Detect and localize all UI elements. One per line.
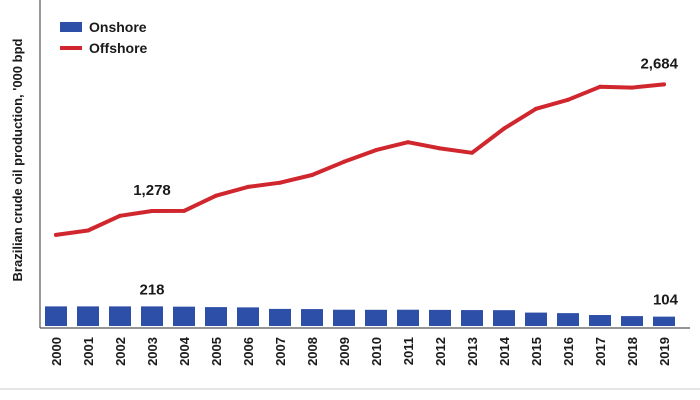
x-tick-labels: 2000 2001 2002 2003 2004 2005 2006 2007 2008 2009… <box>49 336 672 366</box>
data-label-onshore-2019: 104 <box>653 292 679 309</box>
x-tick-2019: 2019 <box>657 337 672 366</box>
legend: Onshore Offshore <box>60 19 148 56</box>
onshore-bar-2006 <box>237 307 259 326</box>
onshore-bar-2016 <box>557 313 579 326</box>
x-tick-2006: 2006 <box>241 337 256 366</box>
offshore-point-2014 <box>502 126 506 131</box>
onshore-bar-2010 <box>365 309 387 326</box>
legend-swatch-onshore <box>60 22 82 32</box>
x-tick-2001: 2001 <box>81 337 96 366</box>
onshore-bar-2008 <box>301 309 323 326</box>
x-tick-2015: 2015 <box>529 337 544 366</box>
x-tick-2005: 2005 <box>209 337 224 366</box>
onshore-bar-2014 <box>493 310 515 326</box>
x-tick-2017: 2017 <box>593 337 608 366</box>
offshore-point-2008 <box>310 173 314 177</box>
offshore-point-2005 <box>214 193 218 198</box>
onshore-bar-2011 <box>397 309 419 326</box>
offshore-point-2004 <box>182 208 186 213</box>
offshore-point-2013 <box>470 150 474 155</box>
data-label-offshore-2003: 1,278 <box>133 182 171 199</box>
x-tick-2010: 2010 <box>369 337 384 366</box>
offshore-line-layer <box>54 82 666 237</box>
x-tick-2000: 2000 <box>49 337 64 366</box>
onshore-bar-2015 <box>525 312 547 326</box>
onshore-bar-2019 <box>653 316 675 326</box>
offshore-point-2003 <box>150 209 154 213</box>
offshore-line <box>54 82 666 237</box>
onshore-bar-2004 <box>173 306 195 326</box>
offshore-point-2010 <box>374 148 378 153</box>
onshore-bar-2000 <box>45 306 67 326</box>
data-label-offshore-2019: 2,684 <box>640 55 678 72</box>
x-tick-2012: 2012 <box>433 337 448 366</box>
data-label-onshore-2003: 218 <box>139 281 164 298</box>
x-tick-2013: 2013 <box>465 337 480 366</box>
offshore-point-2012 <box>438 146 442 151</box>
data-labels: 1,278 2,684 218 104 <box>133 55 678 308</box>
legend-swatch-offshore <box>60 46 82 50</box>
x-tick-2007: 2007 <box>273 337 288 366</box>
onshore-bars <box>45 306 675 326</box>
onshore-bar-2012 <box>429 309 451 326</box>
x-tick-2016: 2016 <box>561 337 576 366</box>
legend-label-onshore: Onshore <box>89 19 147 35</box>
x-tick-2014: 2014 <box>497 336 512 366</box>
onshore-bar-2013 <box>461 310 483 326</box>
x-tick-2008: 2008 <box>305 337 320 366</box>
x-tick-2003: 2003 <box>145 337 160 366</box>
x-tick-2004: 2004 <box>177 336 192 366</box>
offshore-point-2019 <box>662 82 666 87</box>
onshore-bar-2002 <box>109 306 131 326</box>
onshore-bar-2001 <box>77 306 99 326</box>
y-axis-label: Brazilian crude oil production, '000 bpd <box>10 38 25 281</box>
offshore-point-2017 <box>598 84 602 89</box>
onshore-bar-2017 <box>589 315 611 326</box>
offshore-point-2000 <box>54 232 58 237</box>
offshore-point-2001 <box>86 228 90 233</box>
x-tick-2002: 2002 <box>113 337 128 366</box>
offshore-point-2015 <box>534 106 538 111</box>
offshore-point-2009 <box>342 159 346 164</box>
onshore-bar-2018 <box>621 316 643 326</box>
x-tick-2009: 2009 <box>337 337 352 366</box>
offshore-point-2016 <box>566 97 570 102</box>
onshore-bar-2009 <box>333 309 355 326</box>
offshore-point-2007 <box>278 180 282 185</box>
offshore-point-2006 <box>246 184 250 189</box>
x-tick-2011: 2011 <box>401 337 416 365</box>
offshore-point-2002 <box>118 213 122 218</box>
offshore-point-2011 <box>406 140 410 145</box>
onshore-bar-2003 <box>141 306 163 326</box>
offshore-point-2018 <box>630 85 634 90</box>
onshore-bar-2007 <box>269 308 291 326</box>
legend-label-offshore: Offshore <box>89 40 148 56</box>
onshore-bar-2005 <box>205 307 227 326</box>
x-tick-2018: 2018 <box>625 337 640 366</box>
